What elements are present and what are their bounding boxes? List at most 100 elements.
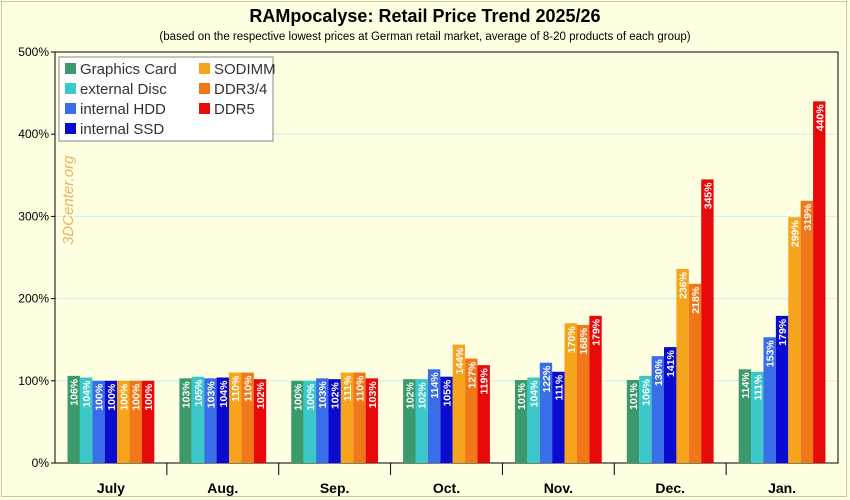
bar-value-label: 100%: [305, 383, 317, 411]
legend-label: Graphics Card: [80, 61, 177, 78]
bar-value-label: 110%: [243, 375, 255, 402]
legend-label: external Disc: [80, 81, 167, 98]
bar-value-label: 103%: [205, 381, 217, 409]
bar: [191, 376, 205, 463]
bar: [340, 372, 354, 463]
legend-label: SODIMM: [214, 61, 276, 78]
bar: [179, 378, 192, 463]
bar: [539, 362, 553, 463]
bar: [477, 365, 490, 463]
y-tick-label: 200%: [18, 292, 49, 306]
bar: [564, 323, 577, 463]
bar: [800, 200, 814, 464]
bar-value-label: 106%: [69, 378, 81, 406]
legend-label: internal HDD: [80, 101, 166, 118]
bar: [204, 378, 217, 463]
bar-value-label: 103%: [367, 381, 379, 409]
bar-value-label: 130%: [653, 358, 665, 386]
bar-value-label: 168%: [578, 327, 590, 355]
legend: Graphics Card external Disc internal HDD in…: [58, 56, 276, 142]
bar-value-label: 106%: [640, 378, 652, 406]
chart-subtitle: (based on the respective lowest prices a…: [159, 31, 691, 43]
bar: [763, 337, 776, 463]
bar: [303, 380, 317, 463]
bar: [527, 377, 540, 463]
legend-swatch: [65, 123, 76, 134]
bar: [92, 380, 105, 463]
bar-value-label: 101%: [628, 382, 640, 410]
bar-value-label: 103%: [317, 381, 329, 409]
bar: [639, 375, 652, 463]
bar-value-label: 153%: [765, 340, 777, 368]
bar-value-label: 299%: [789, 220, 801, 248]
bar: [253, 379, 267, 463]
bar-value-label: 105%: [442, 379, 454, 407]
legend-swatch: [65, 63, 76, 74]
bar: [316, 378, 329, 463]
bar-value-label: 218%: [690, 286, 702, 314]
bar-value-label: 141%: [665, 349, 677, 377]
bar-value-label: 179%: [777, 318, 789, 346]
x-tick-label: Sep.: [320, 480, 350, 496]
bar-value-label: 102%: [404, 381, 416, 409]
bar: [452, 344, 466, 463]
bars: 106% 104% 100% 100% 100% 100% 100% 103% 105% 103%…: [67, 101, 826, 464]
bar: [353, 372, 366, 463]
bar: [813, 101, 826, 463]
bar: [365, 378, 379, 463]
bar: [651, 356, 665, 463]
bar: [427, 369, 441, 463]
bar: [241, 372, 254, 463]
bar: [403, 379, 416, 463]
bar: [104, 380, 118, 463]
bar: [751, 371, 764, 463]
bar-value-label: 122%: [541, 365, 553, 393]
legend-label: internal SSD: [80, 121, 164, 138]
bar-value-label: 100%: [143, 383, 155, 411]
y-tick-label: 500%: [18, 45, 49, 59]
bar-value-label: 114%: [429, 372, 441, 399]
legend-swatch: [65, 103, 76, 114]
y-tick-label: 400%: [18, 127, 49, 141]
bar-value-label: 345%: [702, 182, 714, 210]
bar-value-label: 111%: [752, 374, 764, 400]
bar: [440, 376, 453, 463]
bar: [626, 379, 640, 463]
bar-value-label: 102%: [417, 381, 429, 409]
bar: [688, 283, 702, 463]
bar-value-label: 104%: [81, 380, 93, 408]
bar-value-label: 100%: [131, 383, 143, 411]
bar: [552, 371, 565, 463]
bar-value-label: 100%: [292, 383, 304, 411]
bar: [775, 315, 789, 463]
legend-label: DDR5: [214, 101, 255, 118]
bar: [415, 379, 428, 463]
legend-swatch: [199, 103, 210, 114]
bar-value-label: 127%: [466, 361, 478, 389]
bar: [79, 377, 93, 463]
bar: [117, 380, 130, 463]
x-tick-label: July: [97, 480, 125, 496]
bar-value-label: 114%: [740, 372, 752, 399]
bar: [514, 379, 528, 463]
x-tick-label: Nov.: [544, 480, 573, 496]
bar-value-label: 110%: [230, 375, 242, 402]
bar: [788, 217, 801, 463]
bar-value-label: 102%: [330, 381, 342, 409]
bar: [738, 369, 752, 463]
bar: [664, 347, 677, 463]
bar-value-label: 105%: [193, 379, 205, 407]
chart-title: RAMpocalyse: Retail Price Trend 2025/26: [249, 6, 601, 26]
bar: [291, 380, 304, 463]
bar: [576, 324, 590, 463]
y-axis: 0% 100% 200% 300% 400% 500%: [18, 45, 839, 470]
bar-value-label: 101%: [516, 382, 528, 410]
bar-value-label: 100%: [94, 383, 106, 411]
legend-swatch: [65, 83, 76, 94]
bar-value-label: 111%: [553, 374, 565, 400]
bar: [228, 372, 242, 463]
x-tick-label: Oct.: [433, 480, 460, 496]
legend-label: DDR3/4: [214, 81, 267, 98]
bar-value-label: 100%: [118, 383, 130, 411]
